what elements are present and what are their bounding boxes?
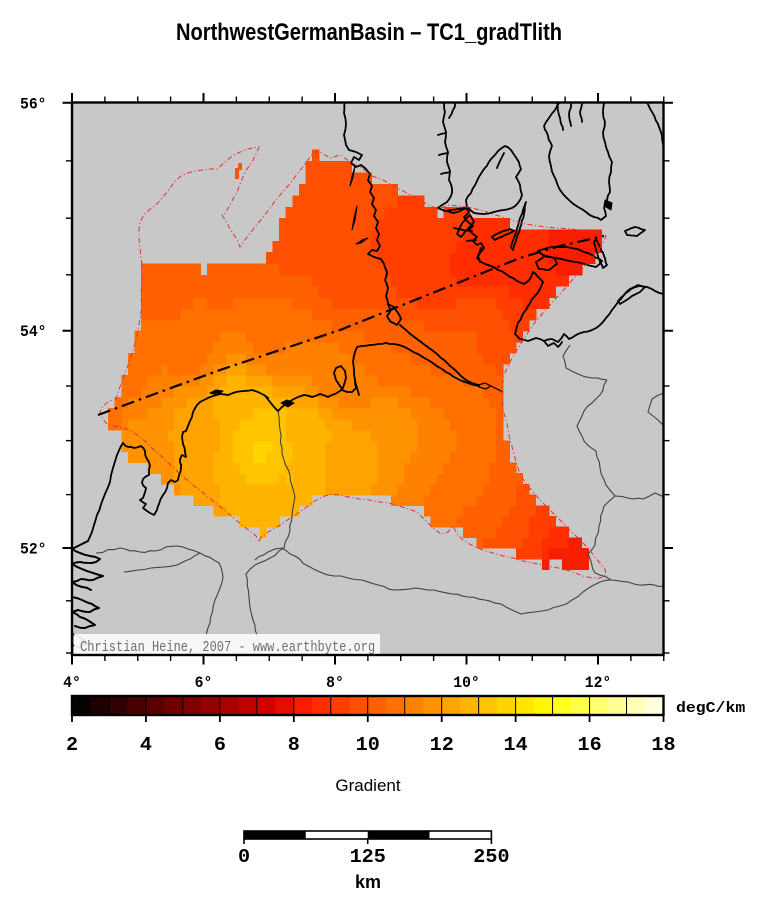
- svg-text:km: km: [355, 872, 381, 892]
- svg-text:52°: 52°: [20, 540, 46, 559]
- svg-text:0: 0: [238, 846, 250, 867]
- svg-text:6: 6: [214, 734, 226, 755]
- svg-text:54°: 54°: [20, 323, 46, 342]
- svg-text:16: 16: [577, 734, 601, 755]
- svg-text:4°: 4°: [63, 673, 81, 692]
- svg-text:NorthwestGermanBasin – TC1_gra: NorthwestGermanBasin – TC1_gradTlith: [176, 18, 562, 45]
- svg-text:4: 4: [140, 734, 152, 755]
- svg-text:250: 250: [473, 846, 509, 867]
- svg-text:10: 10: [356, 734, 380, 755]
- svg-text:8: 8: [288, 734, 300, 755]
- svg-text:degC/km: degC/km: [676, 700, 745, 717]
- svg-text:18: 18: [651, 734, 675, 755]
- svg-text:12: 12: [430, 734, 454, 755]
- svg-text:8°: 8°: [326, 673, 344, 692]
- svg-text:Christian Heine, 2007 - www.ea: Christian Heine, 2007 - www.earthbyte.or…: [80, 640, 375, 657]
- svg-text:56°: 56°: [20, 95, 46, 114]
- svg-text:Gradient: Gradient: [335, 776, 400, 795]
- svg-text:12°: 12°: [585, 673, 611, 692]
- svg-text:2: 2: [66, 734, 78, 755]
- svg-text:14: 14: [504, 734, 528, 755]
- svg-text:10°: 10°: [453, 673, 479, 692]
- svg-text:6°: 6°: [195, 673, 213, 692]
- svg-text:125: 125: [350, 846, 386, 867]
